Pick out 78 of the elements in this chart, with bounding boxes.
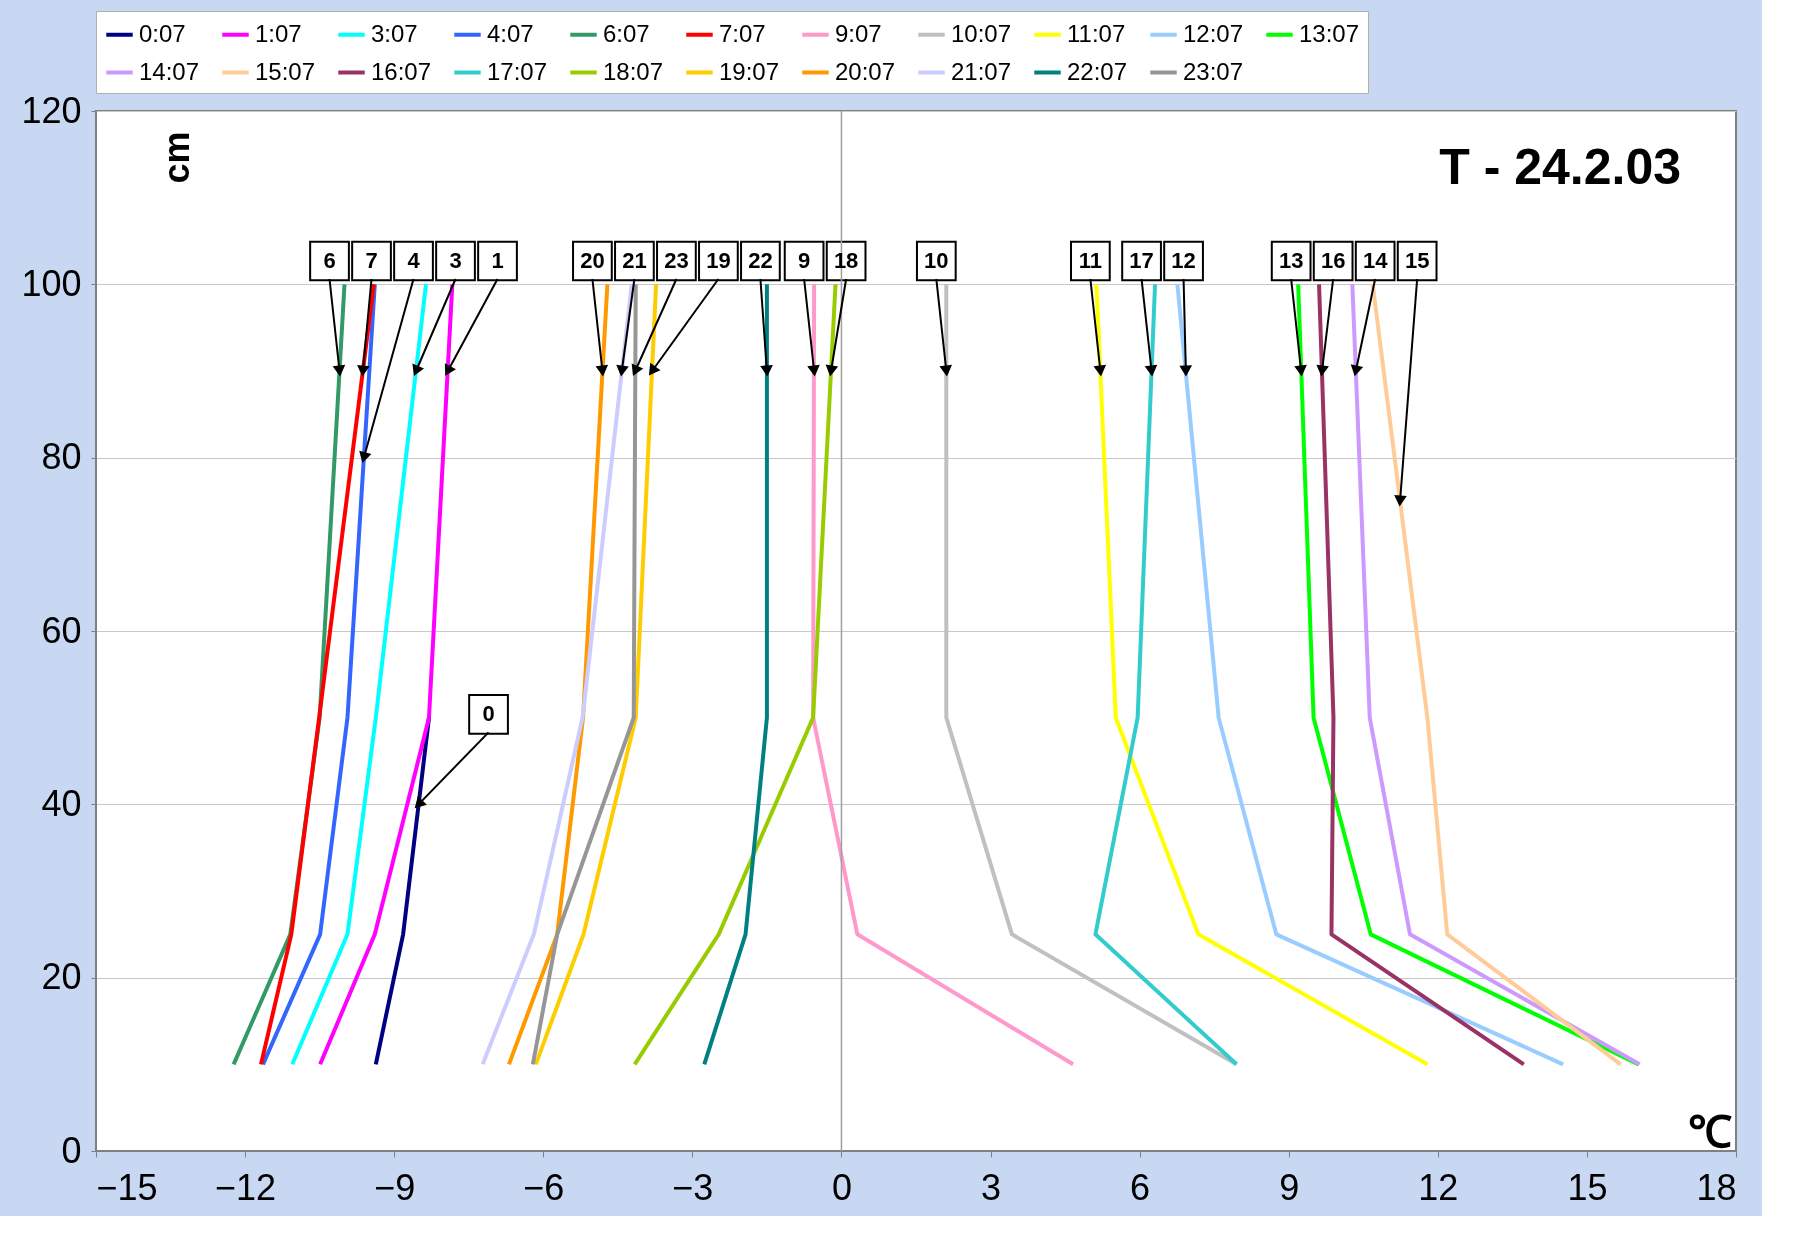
legend-label: 3:07 <box>371 19 418 47</box>
annotation: 3 <box>449 248 462 273</box>
x-axis-title: ℃ <box>1687 1106 1732 1156</box>
x-tick-label: −3 <box>672 1166 714 1208</box>
line-series <box>318 282 455 1067</box>
annotation: 17 <box>1129 248 1154 273</box>
x-tick-label: −15 <box>96 1166 158 1208</box>
legend-label: 11:07 <box>1067 19 1126 47</box>
legend-label: 0:07 <box>139 19 186 47</box>
annotation: 21 <box>622 248 647 273</box>
legend-label: 21:07 <box>951 57 1012 85</box>
line-series <box>1093 282 1239 1067</box>
annotation: 16 <box>1320 248 1346 273</box>
line-series <box>480 282 634 1067</box>
y-tick-label: 60 <box>41 609 82 651</box>
annotation: 13 <box>1278 248 1304 273</box>
annotation: 6 <box>323 248 336 273</box>
annotation: 4 <box>407 248 421 273</box>
legend-label: 16:07 <box>371 57 432 85</box>
y-tick-label: 80 <box>41 436 82 478</box>
legend-label: 20:07 <box>835 57 896 85</box>
x-tick-label: 6 <box>1130 1166 1151 1208</box>
x-tick-label: 18 <box>1696 1166 1737 1208</box>
x-tick-label: 3 <box>981 1166 1002 1208</box>
x-tick-label: 9 <box>1279 1166 1300 1208</box>
y-tick-label: 100 <box>21 262 82 304</box>
annotation: 18 <box>833 248 859 273</box>
line-series <box>632 282 838 1067</box>
text: T - 24.2.03 <box>1439 139 1681 195</box>
line-series <box>1094 282 1430 1067</box>
line-series <box>506 282 610 1067</box>
annotation: 23 <box>664 248 689 273</box>
annotation: 20 <box>580 248 605 273</box>
legend-label: 10:07 <box>951 19 1012 47</box>
legend-label: 19:07 <box>719 57 780 85</box>
y-tick-label: 40 <box>41 782 82 824</box>
x-tick-label: −12 <box>215 1166 277 1208</box>
annotation: 9 <box>798 248 811 273</box>
line-series <box>1296 282 1641 1067</box>
legend-label: 1:07 <box>255 19 302 47</box>
y-tick-label: 20 <box>41 956 82 998</box>
line-series <box>1317 282 1526 1067</box>
annotation: 19 <box>706 248 731 273</box>
x-tick-label: −6 <box>523 1166 565 1208</box>
legend-label: 7:07 <box>719 19 766 47</box>
line-series <box>290 282 428 1067</box>
legend-label: 4:07 <box>487 19 534 47</box>
annotation: 7 <box>365 248 378 273</box>
annotation: 0 <box>482 701 495 727</box>
legend-label: 13:07 <box>1299 19 1360 47</box>
legend-label: 17:07 <box>487 57 548 85</box>
y-tick-label: 0 <box>61 1129 82 1171</box>
line-series <box>811 282 1076 1067</box>
annotation: 10 <box>924 248 949 273</box>
legend-label: 22:07 <box>1067 57 1128 85</box>
x-tick-label: 0 <box>831 1166 852 1208</box>
annotation: 15 <box>1404 248 1430 273</box>
y-axis-title: cm <box>155 131 197 184</box>
annotation: 11 <box>1078 248 1103 273</box>
legend-label: 18:07 <box>603 57 664 85</box>
legend-label: 6:07 <box>603 19 650 47</box>
annotation: 14 <box>1362 248 1389 273</box>
line-series <box>1175 282 1566 1067</box>
annotation: 1 <box>491 248 504 273</box>
line-series <box>702 282 769 1067</box>
annotation: 12 <box>1171 248 1196 273</box>
line-series <box>533 282 659 1067</box>
legend-label: 14:07 <box>139 57 200 85</box>
line-series <box>530 282 638 1067</box>
x-tick-label: 15 <box>1567 1166 1608 1208</box>
legend-label: 23:07 <box>1183 57 1244 85</box>
x-tick-label: −9 <box>374 1166 416 1208</box>
legend-label: 15:07 <box>255 57 316 85</box>
x-tick-label: 12 <box>1418 1166 1459 1208</box>
legend-label: 12:07 <box>1183 19 1244 47</box>
annotation: 22 <box>748 248 773 273</box>
legend-label: 9:07 <box>835 19 882 47</box>
y-tick-label: 120 <box>21 89 82 131</box>
